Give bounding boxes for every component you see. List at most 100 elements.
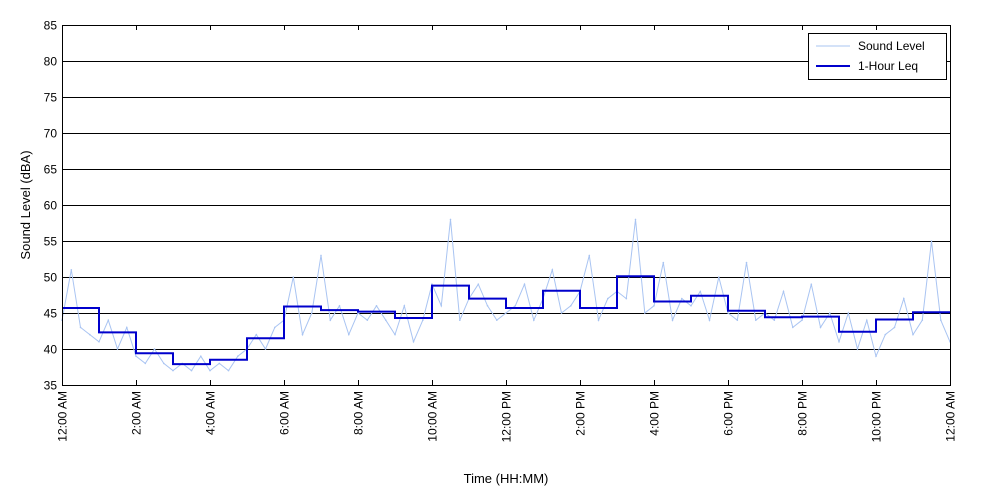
x-tick-label: 10:00 AM bbox=[426, 391, 440, 442]
data-point bbox=[338, 305, 341, 307]
x-tick-label: 2:00 AM bbox=[130, 391, 144, 435]
data-point bbox=[412, 341, 415, 343]
x-tick-label: 2:00 PM bbox=[574, 391, 588, 436]
data-point bbox=[847, 312, 850, 314]
data-point bbox=[727, 312, 729, 314]
data-point bbox=[348, 333, 350, 336]
data-point bbox=[699, 290, 702, 293]
data-point bbox=[403, 305, 406, 307]
legend-label-leq: 1-Hour Leq bbox=[858, 59, 918, 73]
data-point bbox=[477, 283, 480, 286]
y-tick-label: 50 bbox=[44, 271, 58, 285]
data-point bbox=[634, 218, 637, 221]
data-point bbox=[560, 312, 563, 314]
data-point bbox=[440, 305, 443, 307]
data-point bbox=[459, 319, 461, 322]
data-point bbox=[449, 218, 452, 221]
data-point bbox=[135, 355, 137, 358]
series-line-leq bbox=[62, 275, 950, 366]
data-point bbox=[209, 369, 211, 372]
data-point bbox=[690, 305, 692, 307]
x-tick-label: 8:00 PM bbox=[796, 391, 810, 436]
data-point bbox=[163, 362, 165, 365]
data-point bbox=[838, 341, 840, 343]
data-point bbox=[588, 254, 591, 257]
data-point bbox=[903, 297, 905, 300]
data-point bbox=[320, 254, 322, 257]
legend-box bbox=[808, 33, 947, 80]
y-tick-label: 45 bbox=[44, 307, 58, 321]
x-tick-label: 12:00 AM bbox=[56, 391, 70, 442]
data-point bbox=[792, 326, 794, 329]
data-point bbox=[200, 355, 202, 358]
x-tick-label: 12:00 AM bbox=[944, 391, 958, 442]
y-axis-ticks: 35 40 45 50 55 60 65 70 75 80 85 bbox=[44, 19, 67, 393]
data-point bbox=[681, 297, 683, 300]
data-point bbox=[144, 362, 147, 365]
y-tick-label: 55 bbox=[44, 235, 58, 249]
x-tick-label: 6:00 PM bbox=[722, 391, 736, 436]
data-point bbox=[893, 326, 896, 329]
data-point bbox=[736, 319, 739, 322]
data-point bbox=[773, 319, 776, 322]
data-point bbox=[89, 333, 91, 336]
data-point bbox=[366, 319, 369, 322]
data-point bbox=[875, 355, 877, 358]
data-point bbox=[153, 348, 156, 350]
data-point bbox=[570, 305, 572, 307]
data-point bbox=[107, 319, 110, 322]
data-point bbox=[671, 319, 674, 322]
data-point bbox=[190, 369, 193, 372]
x-tick-label: 4:00 PM bbox=[648, 391, 662, 436]
data-point bbox=[930, 240, 933, 242]
data-point bbox=[523, 283, 526, 286]
data-point bbox=[264, 348, 267, 350]
data-point bbox=[227, 369, 230, 372]
data-point bbox=[782, 290, 785, 293]
x-tick-label: 6:00 AM bbox=[278, 391, 292, 435]
data-point bbox=[496, 319, 498, 322]
data-point bbox=[98, 341, 100, 343]
data-point bbox=[551, 269, 554, 271]
data-point bbox=[810, 283, 813, 286]
y-tick-label: 40 bbox=[44, 343, 58, 357]
data-point bbox=[301, 333, 304, 336]
x-axis-label: Time (HH:MM) bbox=[464, 471, 549, 486]
data-point bbox=[533, 319, 535, 322]
data-point bbox=[755, 319, 757, 322]
data-point bbox=[116, 348, 119, 350]
x-tick-label: 8:00 AM bbox=[352, 391, 366, 435]
data-point bbox=[329, 319, 332, 322]
data-point bbox=[375, 305, 378, 307]
data-point bbox=[172, 369, 174, 372]
y-tick-label: 85 bbox=[44, 19, 58, 33]
data-point bbox=[801, 319, 803, 322]
data-point bbox=[505, 312, 507, 314]
legend: Sound Level 1-Hour Leq bbox=[808, 33, 947, 80]
data-point bbox=[829, 312, 831, 314]
y-tick-label: 75 bbox=[44, 91, 58, 105]
x-tick-label: 4:00 AM bbox=[204, 391, 218, 435]
data-point bbox=[597, 319, 600, 322]
data-point bbox=[486, 305, 489, 307]
x-tick-label: 10:00 PM bbox=[870, 391, 884, 442]
data-point bbox=[274, 326, 276, 329]
data-point bbox=[866, 319, 868, 322]
data-point bbox=[718, 276, 720, 278]
data-point bbox=[607, 297, 609, 300]
data-point bbox=[79, 326, 82, 329]
data-point bbox=[126, 326, 128, 329]
data-point bbox=[745, 261, 748, 264]
data-point bbox=[625, 297, 628, 300]
y-tick-label: 70 bbox=[44, 127, 58, 141]
x-tick-label: 12:00 PM bbox=[500, 391, 514, 442]
data-point bbox=[644, 312, 646, 314]
y-tick-label: 35 bbox=[44, 379, 58, 393]
data-point bbox=[394, 333, 396, 336]
data-point bbox=[292, 276, 295, 278]
data-point bbox=[653, 305, 655, 307]
data-point bbox=[422, 319, 424, 322]
data-point bbox=[912, 333, 914, 336]
data-point bbox=[884, 333, 887, 336]
